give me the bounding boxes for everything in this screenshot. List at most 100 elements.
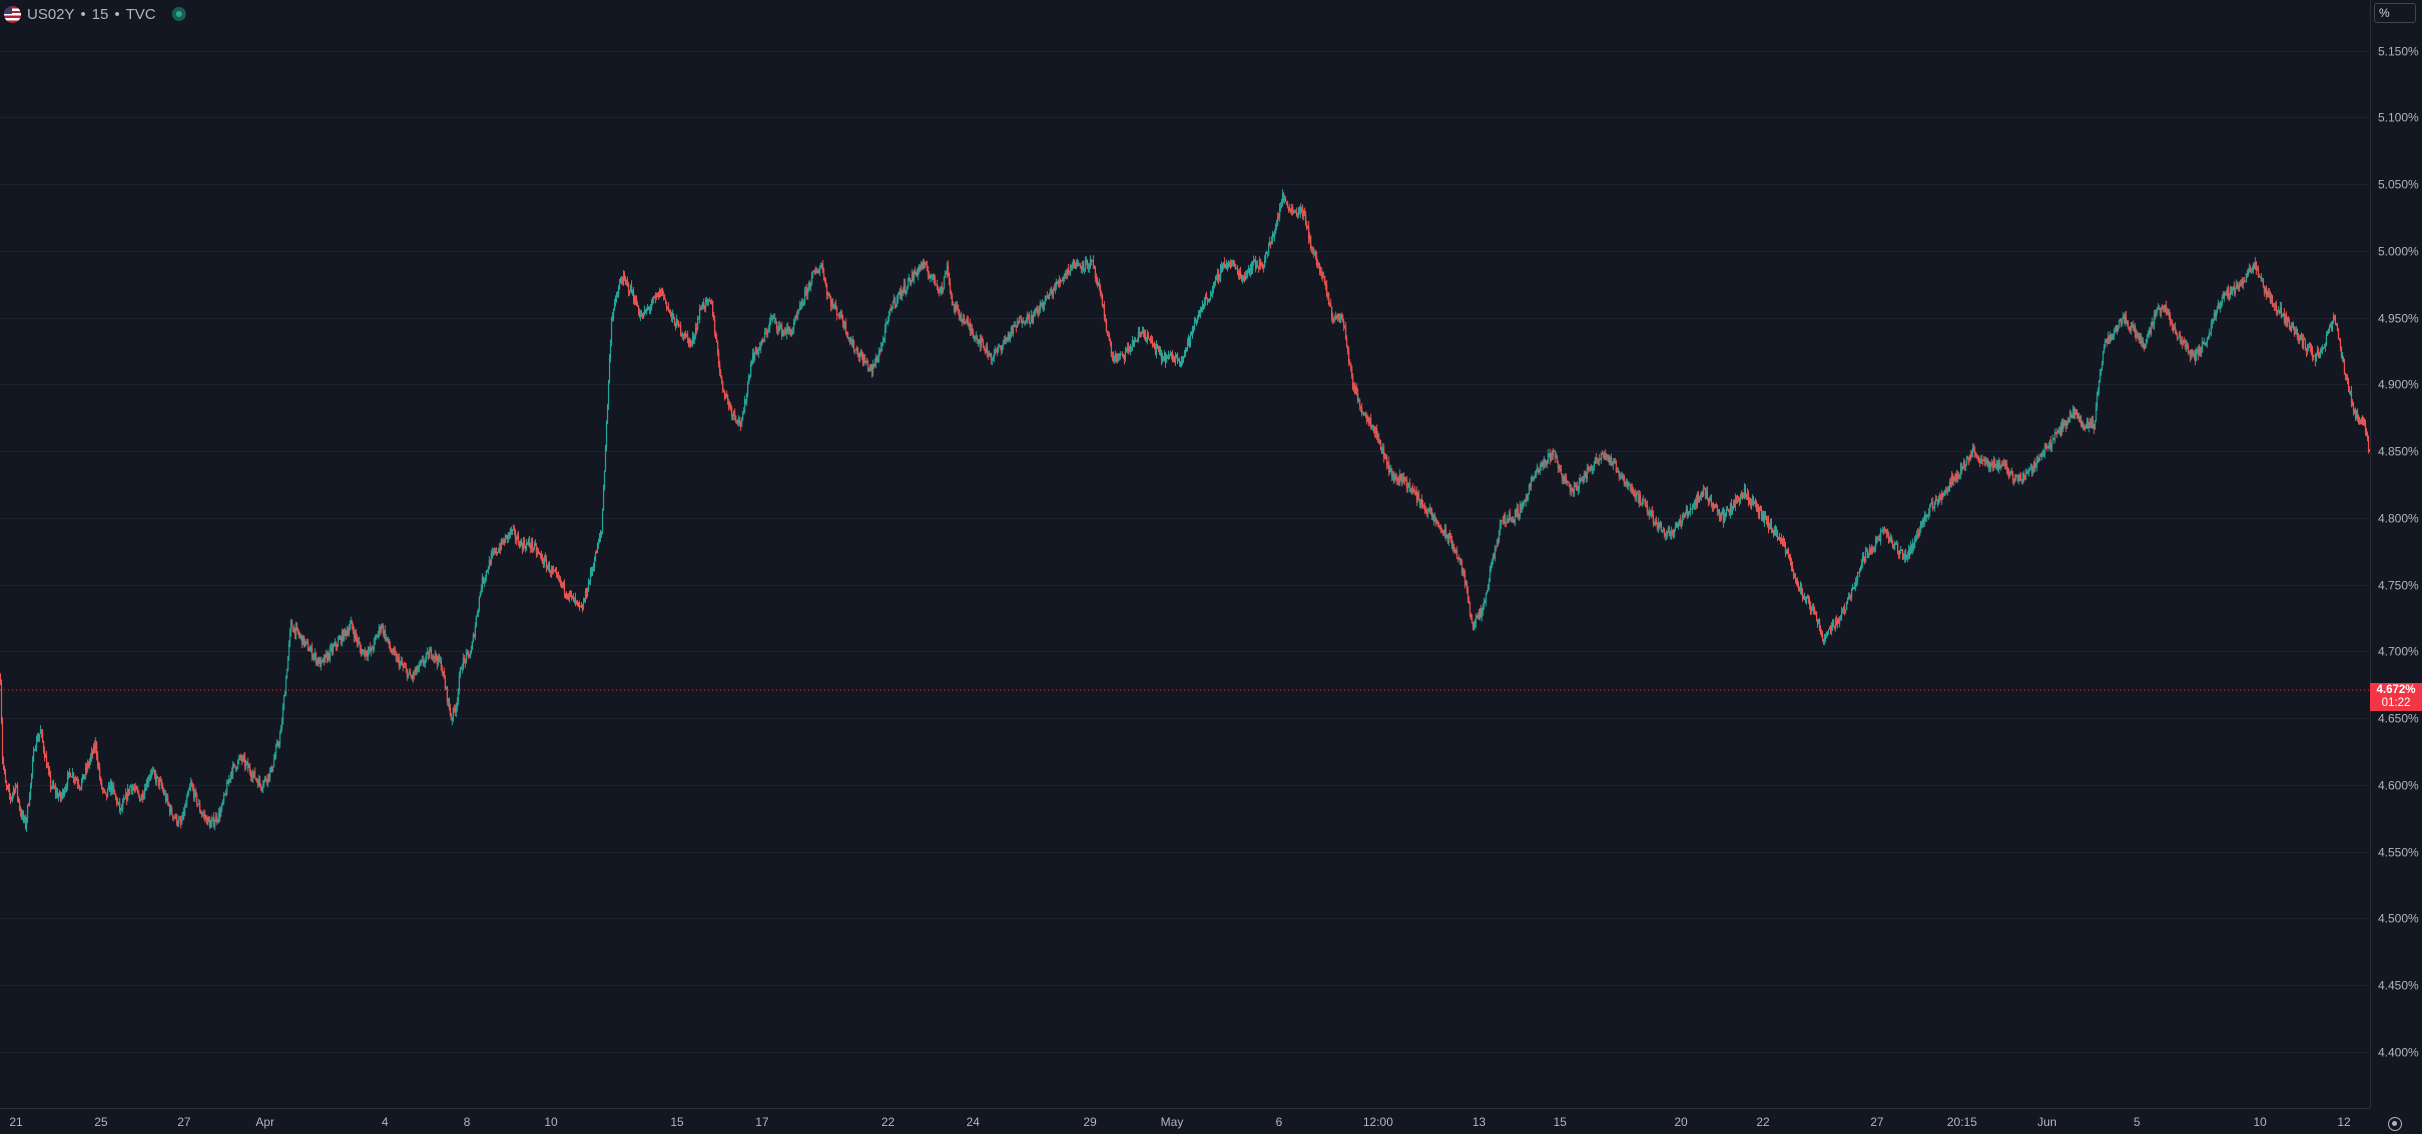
candle-body [1513, 519, 1515, 522]
candle [592, 562, 595, 572]
candle-body [736, 420, 738, 423]
candle [999, 345, 1001, 350]
candle [1509, 508, 1511, 521]
candle [68, 771, 70, 780]
candle [700, 305, 702, 311]
candle [1384, 452, 1386, 460]
candle-body [1459, 559, 1461, 563]
candle-body [1610, 456, 1612, 465]
candle-body [249, 766, 251, 773]
candle-body [229, 778, 231, 780]
candle-body [1059, 279, 1061, 282]
candle-body [367, 650, 369, 657]
candle [41, 728, 44, 743]
candle-body [548, 563, 551, 573]
candle-body [1658, 522, 1660, 527]
candle-body [1526, 496, 1528, 499]
candle-body [785, 332, 787, 335]
candle-body [1350, 362, 1352, 367]
candle-body [355, 632, 357, 638]
candle-body [180, 819, 182, 824]
candle [755, 346, 757, 355]
candle [198, 798, 200, 805]
candle [544, 552, 547, 562]
candle-body [1359, 400, 1361, 406]
candle-body [495, 548, 497, 554]
candle-body [336, 646, 338, 648]
candle [168, 801, 170, 807]
candle [1378, 433, 1380, 444]
candle-body [1363, 412, 1365, 416]
candle [680, 321, 682, 337]
candle [702, 301, 704, 311]
candle [989, 352, 991, 358]
candle-body [713, 315, 715, 320]
candle [387, 636, 389, 644]
candle-body [481, 577, 483, 589]
candle-body [1048, 294, 1050, 299]
candle [341, 628, 343, 647]
candle-body [1532, 477, 1534, 479]
candle-body [1311, 247, 1313, 249]
candle-body [828, 293, 830, 296]
candle-body [292, 627, 294, 632]
candle-body [580, 606, 583, 608]
candle-body [1269, 241, 1271, 246]
candle [1025, 316, 1027, 324]
candle-body [227, 782, 229, 784]
candle-body [162, 786, 164, 790]
candle [148, 775, 150, 788]
candle-body [1323, 276, 1325, 278]
candle-body [679, 325, 681, 327]
candle-body [461, 668, 463, 670]
candle [1151, 336, 1154, 348]
candle-body [904, 283, 906, 293]
candle-body [934, 279, 936, 285]
candle [1228, 261, 1231, 268]
candle [954, 302, 956, 316]
candle [1059, 278, 1061, 287]
candle-body [642, 312, 645, 318]
candle-body [1039, 302, 1041, 310]
candle-body [987, 354, 989, 356]
candle [562, 581, 565, 589]
candle [1368, 416, 1370, 427]
candle [1271, 235, 1273, 245]
candle-body [1034, 308, 1036, 312]
candle [1560, 465, 1562, 475]
candle-body [927, 270, 929, 275]
candle [67, 770, 69, 791]
candle-body [487, 569, 489, 571]
candle-body [743, 410, 745, 415]
candle [150, 769, 152, 781]
candle-body [1543, 459, 1545, 465]
candle-body [153, 770, 155, 772]
candle-body [535, 545, 538, 554]
candle-body [1236, 268, 1239, 274]
candle-body [1463, 572, 1465, 574]
candle-body [1516, 507, 1518, 513]
candle [558, 574, 561, 583]
candle [1402, 473, 1404, 485]
candle-body [707, 299, 709, 302]
candle [1230, 259, 1233, 268]
candle-body [1394, 476, 1396, 481]
candle-body [297, 628, 299, 633]
candle [599, 529, 602, 542]
candle-body [101, 780, 103, 789]
candle [442, 671, 444, 677]
candle [1562, 473, 1564, 485]
candle [1403, 472, 1405, 484]
candle-body [1213, 282, 1216, 285]
candle [1494, 544, 1496, 562]
candle [1179, 361, 1182, 368]
candle [645, 307, 648, 315]
candle [39, 725, 42, 734]
candle-body [1597, 461, 1599, 463]
candle-body [724, 391, 726, 398]
candle-body [1225, 262, 1228, 269]
candle-body [1416, 491, 1418, 501]
candle [330, 642, 332, 653]
candle-body [1147, 334, 1150, 339]
